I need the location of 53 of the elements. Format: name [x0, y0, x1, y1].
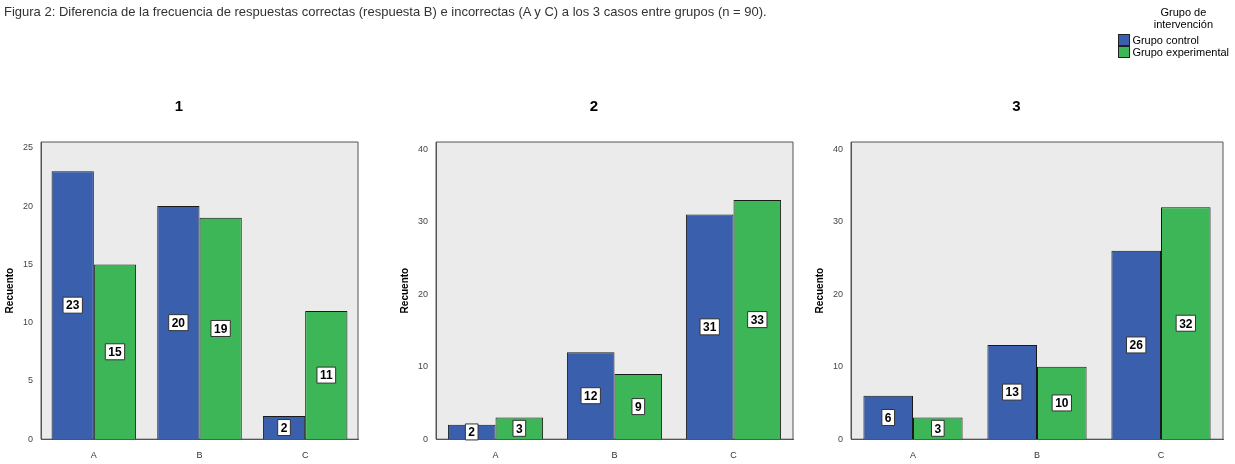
data-label: 19 [213, 321, 228, 336]
chart-title: 3 [1012, 97, 1021, 115]
x-tick-label: A [492, 450, 499, 461]
x-tick-label: B [1034, 450, 1041, 461]
y-tick-label: 15 [23, 258, 34, 269]
x-tick-label: A [910, 450, 917, 461]
data-label: 3 [515, 421, 523, 436]
data-label: 2 [280, 420, 288, 435]
y-tick-label: 25 [23, 142, 34, 153]
y-tick-label: 30 [418, 216, 429, 227]
y-tick-label: 40 [833, 143, 844, 154]
x-tick-label: B [196, 450, 203, 461]
text: Figura 2: Diferencia de la frecuencia de respuestas correctas (respuesta B) e incorrectas (A y C) a los 3 casos entre grupos (n = 90). [4, 4, 767, 19]
y-tick-label: 20 [23, 200, 34, 211]
y-axis-title: Recuento [398, 267, 410, 314]
x-tick-label: C [1157, 450, 1165, 461]
data-label: 23 [66, 298, 80, 313]
y-tick-label: 10 [418, 361, 429, 372]
y-tick-label: 0 [28, 433, 34, 444]
data-label: 20 [171, 315, 186, 330]
y-tick-label: 10 [833, 361, 844, 372]
chart-title: 2 [589, 97, 599, 115]
x-tick-label: C [301, 450, 309, 461]
x-tick-label: C [730, 450, 738, 461]
data-label: 11 [319, 368, 333, 383]
y-tick-label: 0 [838, 433, 844, 444]
data-label: 32 [1179, 316, 1193, 331]
data-label: 26 [1129, 338, 1144, 353]
data-label: 2 [468, 425, 476, 440]
legend-label: Grupo control [1132, 34, 1200, 46]
y-tick-label: 20 [418, 288, 429, 299]
data-label: 31 [703, 320, 717, 335]
y-tick-label: 20 [833, 288, 844, 299]
data-label: 9 [634, 399, 642, 414]
data-label: 10 [1055, 396, 1069, 411]
y-tick-label: 5 [28, 375, 34, 386]
y-tick-label: 0 [423, 433, 429, 444]
legend-title: Grupo de intervención [1152, 6, 1215, 30]
data-label: 13 [1005, 385, 1020, 400]
data-label: 33 [750, 312, 765, 327]
data-label: 6 [884, 410, 892, 425]
legend-label: Grupo experimental [1132, 46, 1229, 58]
x-tick-label: B [611, 450, 618, 461]
y-tick-label: 10 [23, 317, 34, 328]
y-axis-title: Recuento [813, 267, 825, 314]
y-tick-label: 40 [418, 143, 429, 154]
data-label: 3 [934, 421, 942, 436]
data-label: 15 [108, 345, 122, 360]
y-axis-title: Recuento [3, 267, 15, 314]
chart-title: 1 [174, 97, 184, 115]
x-tick-label: A [90, 450, 97, 461]
data-label: 12 [584, 389, 598, 404]
y-tick-label: 30 [833, 216, 844, 227]
